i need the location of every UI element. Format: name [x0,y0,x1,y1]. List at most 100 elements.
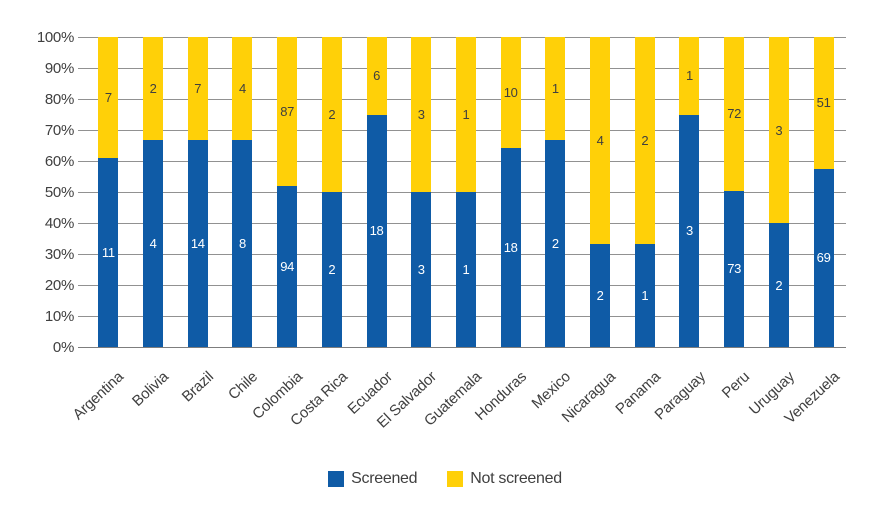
bar-value-label: 10 [503,84,518,100]
y-tick-label: 30% [44,246,74,263]
bar-value-label: 1 [641,287,649,303]
stacked-bar: 7 11 [98,37,119,347]
y-tick-label: 20% [44,277,74,294]
y-tick-label: 70% [44,122,74,139]
bar-value-label: 2 [596,287,604,303]
bar-segment-not-screened: 1 [545,37,566,141]
bar-segment-not-screened: 2 [634,37,655,244]
legend-label-screened: Screened [351,470,418,487]
bar-value-label: 69 [816,250,831,266]
bar-value-label: 18 [369,223,384,239]
bar-slot-honduras: 10 18 [488,37,533,347]
bar-segment-not-screened: 2 [321,37,342,192]
bar-segment-not-screened: 72 [724,37,745,191]
bar-slot-venezuela: 51 69 [801,37,846,347]
bar-value-label: 4 [149,236,157,252]
bar-segment-not-screened: 7 [187,37,208,141]
bar-segment-not-screened: 3 [411,37,432,192]
bar-segment-screened: 11 [98,157,119,347]
bar-value-label: 73 [727,261,742,277]
bar-segment-screened: 94 [277,186,298,347]
stacked-bar: 51 69 [813,37,834,347]
y-tick-label: 10% [44,308,74,325]
not-screened-swatch-icon [447,471,464,487]
bar-value-label: 51 [816,95,831,111]
y-tick-label: 40% [44,215,74,232]
bar-segment-screened: 18 [366,114,387,347]
bar-value-label: 1 [462,107,470,122]
y-tick-label: 90% [44,60,74,77]
bar-value-label: 4 [596,132,604,148]
y-tick-label: 80% [44,91,74,108]
legend-item-screened: Screened [328,470,418,488]
bar-segment-screened: 14 [187,140,208,347]
bar-value-label: 14 [190,236,205,252]
bar-segment-not-screened: 87 [277,37,298,186]
bars-container: 7 11 2 4 7 14 4 8 87 94 2 2 6 18 3 3 1 1 10 18 1 2 4 2 2 1 1 3 72 73 3… [86,37,846,347]
bar-value-label: 1 [551,81,559,97]
bar-segment-not-screened: 7 [98,37,119,158]
bar-segment-screened: 2 [768,223,789,347]
bar-value-label: 2 [328,107,336,122]
x-axis: Argentina Bolivia Brazil Chile Colombia Costa… [70,347,846,457]
bar-segment-not-screened: 3 [768,37,789,223]
legend-item-not-screened: Not screened [447,470,562,488]
bar-segment-screened: 1 [455,192,476,347]
stacked-bar: 7 14 [187,37,208,347]
bar-value-label: 2 [149,81,157,97]
bar-segment-not-screened: 1 [679,37,700,115]
bar-segment-screened: 3 [411,192,432,347]
bar-segment-screened: 2 [590,243,611,347]
bar-segment-not-screened: 1 [455,37,476,192]
bar-value-label: 4 [238,81,246,97]
bar-value-label: 3 [417,107,425,122]
bar-segment-screened: 73 [724,190,745,347]
y-tick-label: 60% [44,153,74,170]
bar-value-label: 3 [686,223,693,239]
bar-value-label: 72 [727,106,742,122]
bar-value-label: 3 [417,262,425,277]
legend-label-not-screened: Not screened [470,470,562,487]
bar-segment-screened: 3 [679,114,700,347]
bar-segment-not-screened: 4 [232,37,253,141]
bar-value-label: 7 [194,81,202,97]
plot-area: 7 11 2 4 7 14 4 8 87 94 2 2 6 18 3 3 1 1 10 18 1 2 4 2 2 1 1 3 72 73 3… [78,37,846,348]
bar-segment-not-screened: 51 [813,37,834,169]
bar-value-label: 1 [686,68,693,84]
bar-slot-argentina: 7 11 [86,37,131,347]
bar-value-label: 94 [280,258,295,274]
bar-segment-not-screened: 6 [366,37,387,115]
bar-segment-screened: 2 [321,192,342,347]
gridline [78,347,846,348]
bar-segment-not-screened: 2 [143,37,164,141]
bar-value-label: 2 [641,132,649,148]
bar-segment-screened: 18 [500,147,521,347]
bar-value-label: 1 [462,262,470,277]
stacked-bar: 10 18 [500,37,521,347]
bar-value-label: 2 [775,277,783,293]
bar-value-label: 2 [551,236,559,252]
bar-segment-screened: 1 [634,243,655,347]
legend: Screened Not screened [16,470,874,488]
screened-swatch-icon [328,471,345,487]
y-axis: 100% 90% 80% 70% 60% 50% 40% 30% 20% 10% 0% [0,30,74,356]
stacked-bar: 87 94 [277,37,298,347]
